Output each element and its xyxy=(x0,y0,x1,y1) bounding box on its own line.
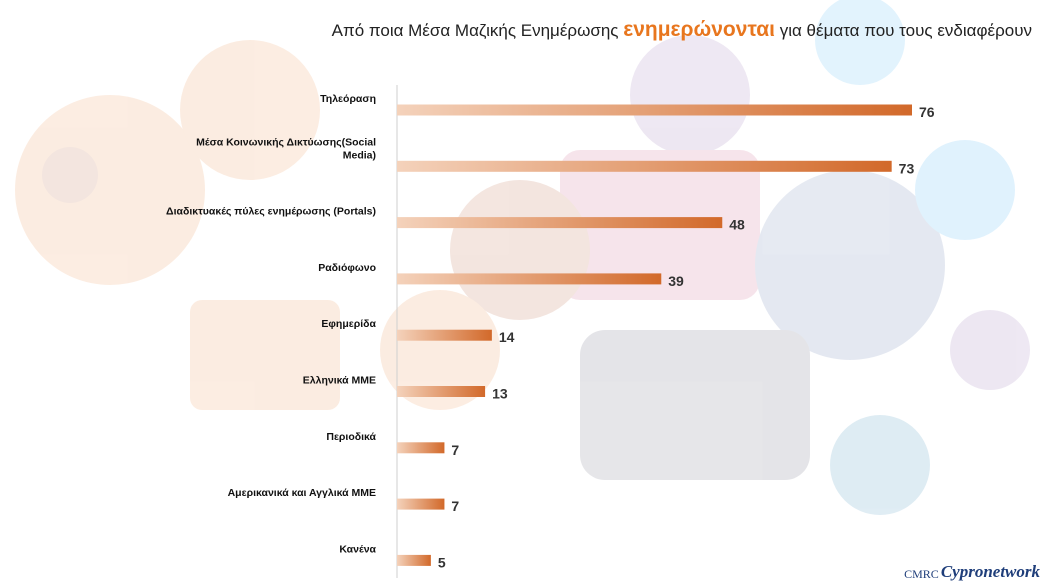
category-label: Μέσα Κοινωνικής Δικτύωσης(Social xyxy=(196,136,376,148)
bar xyxy=(397,217,723,229)
cloud-shape-icon xyxy=(180,40,320,180)
value-label: 7 xyxy=(451,498,459,514)
cypronetwork-logo: CMRC Cypronetwork xyxy=(904,562,1040,582)
bar xyxy=(397,329,492,341)
bar xyxy=(397,554,431,566)
category-label: Ραδιόφωνο xyxy=(318,262,376,274)
category-label: Εφημερίδα xyxy=(321,318,376,330)
title-accent: ενημερώνονται xyxy=(623,18,775,41)
value-label: 73 xyxy=(899,160,915,176)
linkedin-icon xyxy=(830,415,930,515)
category-label: Media) xyxy=(343,149,376,161)
value-label: 14 xyxy=(499,329,515,345)
twitter-icon xyxy=(915,140,1015,240)
value-label: 39 xyxy=(668,273,684,289)
document-bubble-icon xyxy=(580,330,810,480)
value-labels: 76 73 48 39 14 13 7 7 5 xyxy=(438,104,935,570)
chat-bubble-icon xyxy=(630,35,750,155)
value-label: 13 xyxy=(492,386,508,402)
bar xyxy=(397,498,445,510)
mail-icon xyxy=(380,290,500,410)
value-label: 76 xyxy=(919,104,935,120)
category-label: Τηλεόραση xyxy=(320,93,376,105)
logo-cmrc: CMRC xyxy=(904,567,939,581)
bubble-icon xyxy=(950,310,1030,390)
cloud-shape-icon xyxy=(15,95,205,285)
facebook-icon xyxy=(755,170,945,360)
logo-network: Cypronetwork xyxy=(940,562,1040,581)
title-text-end: για θέματα που τους ενδιαφέρουν xyxy=(774,21,1032,40)
bar xyxy=(397,160,892,172)
category-label: Κανένα xyxy=(339,543,376,555)
bar xyxy=(397,273,662,285)
share-icon xyxy=(450,180,590,320)
chart-title: Από ποια Μέσα Μαζικής Ενημέρωσης ενημερώ… xyxy=(0,18,1032,42)
category-labels: Τηλεόραση Μέσα Κοινωνικής Δικτύωσης(Socia… xyxy=(166,93,377,555)
bar xyxy=(397,442,445,454)
bar xyxy=(397,386,486,397)
gear-icon xyxy=(42,147,98,203)
value-label: 48 xyxy=(729,217,745,233)
title-text: Από ποια Μέσα Μαζικής Ενημέρωσης xyxy=(331,21,624,40)
category-label: Ελληνικά ΜΜΕ xyxy=(303,375,376,387)
monitor-icon xyxy=(190,300,340,410)
category-label: Αμερικανικά και Αγγλικά ΜΜΕ xyxy=(228,487,376,499)
category-label: Περιοδικά xyxy=(326,431,376,443)
bars xyxy=(397,104,912,566)
category-label: Διαδικτυακές πύλες ενημέρωσης (Portals) xyxy=(166,206,376,218)
bar xyxy=(397,104,912,116)
value-label: 7 xyxy=(451,442,459,458)
twitter-icon xyxy=(815,0,905,85)
value-label: 5 xyxy=(438,554,446,570)
